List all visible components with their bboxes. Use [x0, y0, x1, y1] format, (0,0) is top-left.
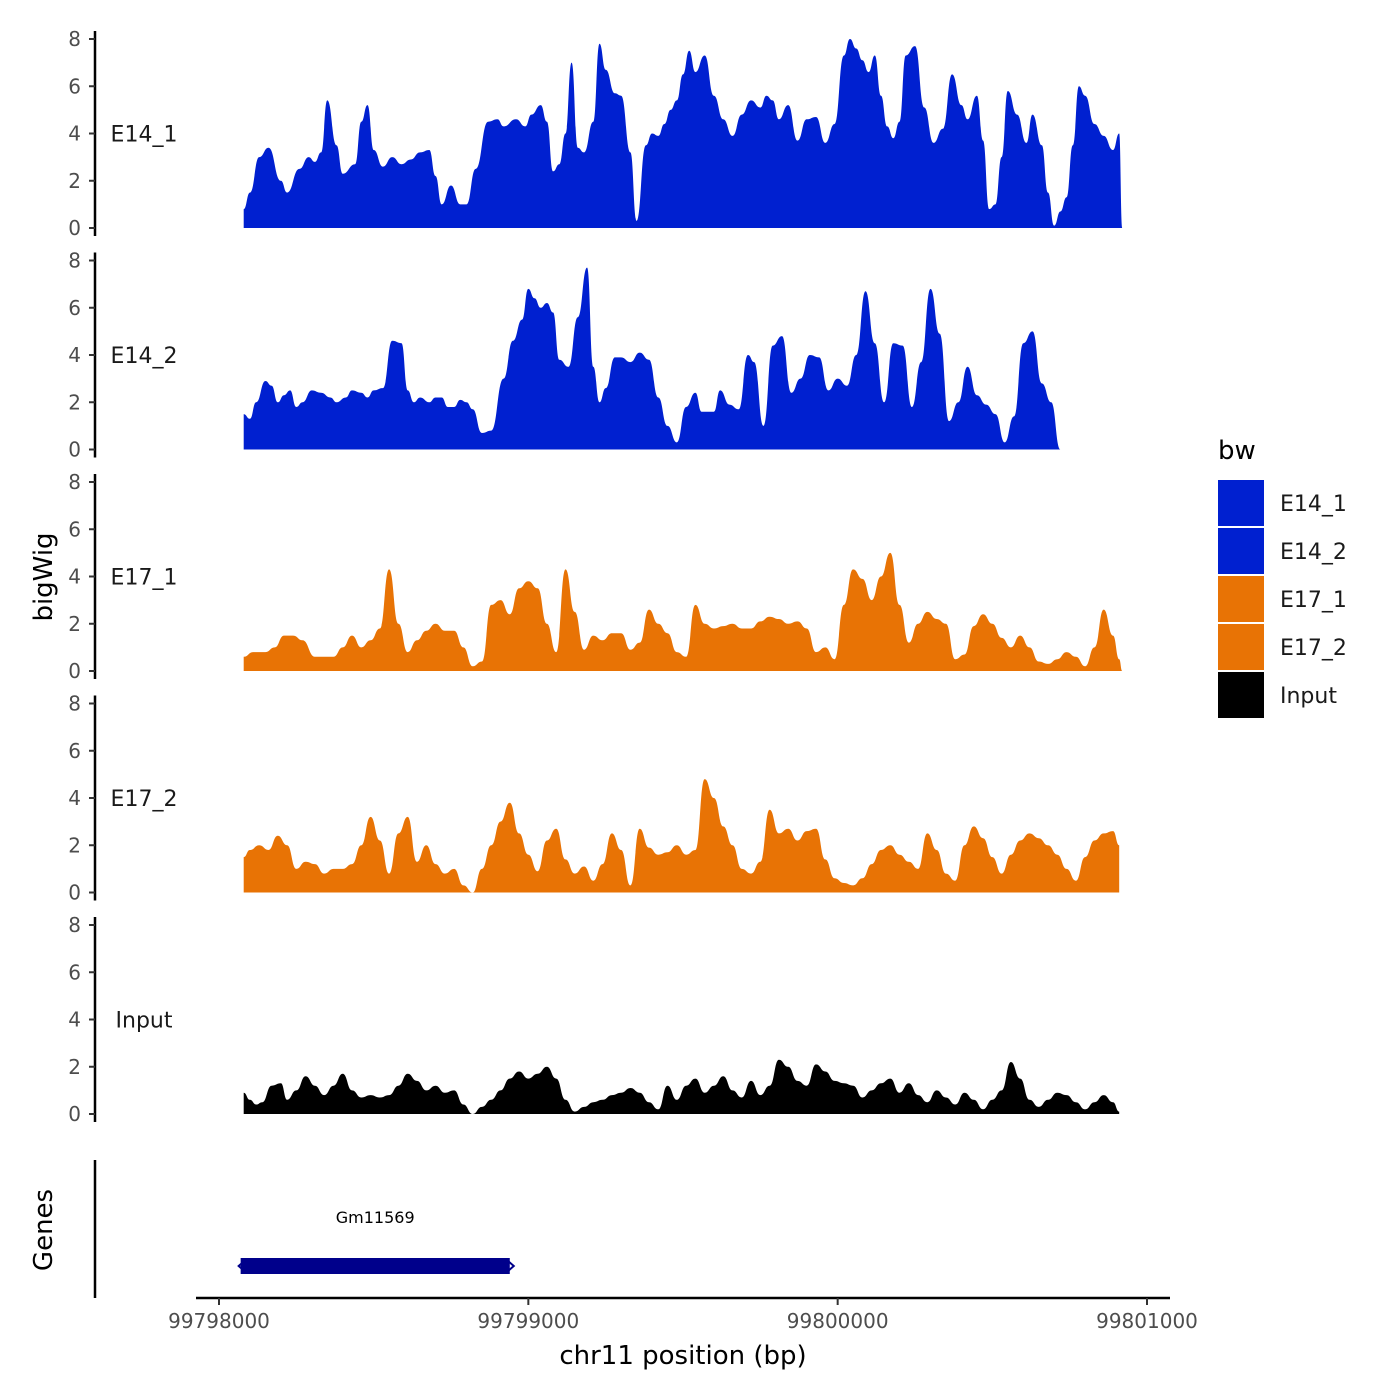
x-tick-label: 99798000 — [168, 1309, 270, 1333]
track-label: E14_2 — [111, 344, 178, 369]
y-tick-label: 0 — [68, 659, 81, 683]
strand-arrow-icon — [237, 1258, 248, 1274]
y-tick-label: 0 — [68, 438, 81, 462]
legend-swatch — [1218, 528, 1264, 574]
track-E17_1: 0 2 4 6 8 E17_1 — [68, 470, 1123, 683]
gene-label: Gm11569 — [336, 1208, 415, 1227]
track-E14_1: 0 2 4 6 8 E14_1 — [68, 27, 1123, 240]
y-tick-label: 2 — [68, 1055, 81, 1079]
y-tick-label: 6 — [68, 74, 81, 98]
signal-tracks: 0 2 4 6 8 E14_1 0 2 4 6 8 E14_2 0 2 4 6 8 E17_1 0 2 4 6 8 E17_2… — [68, 27, 1123, 1126]
y-tick-label: 6 — [68, 296, 81, 320]
legend-label: Input — [1280, 684, 1337, 709]
y-tick-label: 4 — [68, 122, 81, 146]
x-axis-title: chr11 position (bp) — [559, 1341, 806, 1371]
legend-label: E14_1 — [1280, 492, 1347, 517]
area-E17_2 — [243, 779, 1120, 893]
y-tick-label: 8 — [68, 913, 81, 937]
y-tick-label: 6 — [68, 960, 81, 984]
strand-arrow-icon — [505, 1258, 516, 1274]
y-tick-label: 4 — [68, 1008, 81, 1032]
area-Input — [243, 1059, 1120, 1114]
legend-label: E17_1 — [1280, 588, 1347, 613]
track-E17_2: 0 2 4 6 8 E17_2 — [68, 692, 1120, 905]
area-E17_1 — [243, 552, 1123, 671]
y-tick-label: 2 — [68, 169, 81, 193]
gene-track: Gm11569 — [93, 1160, 516, 1298]
y-tick-label: 4 — [68, 343, 81, 367]
y-tick-label: 2 — [68, 833, 81, 857]
y-tick-label: 8 — [68, 27, 81, 51]
y-tick-label: 2 — [68, 612, 81, 636]
y-tick-label: 8 — [68, 249, 81, 273]
track-label: E14_1 — [111, 123, 178, 148]
y-axis-title: bigWig — [29, 532, 59, 621]
y-tick-label: 0 — [68, 216, 81, 240]
y-tick-label: 0 — [68, 881, 81, 905]
legend-label: E17_2 — [1280, 636, 1347, 661]
x-tick-label: 99801000 — [1096, 1309, 1198, 1333]
legend-swatch — [1218, 576, 1264, 622]
track-label: Input — [116, 1009, 173, 1034]
track-label: E17_1 — [111, 566, 178, 591]
y-tick-label: 0 — [68, 1102, 81, 1126]
y-tick-label: 2 — [68, 390, 81, 414]
area-E14_2 — [243, 267, 1120, 450]
track-Input: 0 2 4 6 8 Input — [68, 913, 1120, 1126]
y-tick-label: 8 — [68, 692, 81, 716]
y-tick-label: 8 — [68, 470, 81, 494]
legend-swatch — [1218, 672, 1264, 718]
track-label: E17_2 — [111, 787, 178, 812]
gene-body — [240, 1258, 510, 1274]
genes-axis-title: Genes — [29, 1189, 59, 1271]
track-E14_2: 0 2 4 6 8 E14_2 — [68, 249, 1120, 462]
x-tick-label: 99799000 — [477, 1309, 579, 1333]
legend: bw E14_1 E14_2 E17_1 E17_2 Input — [1218, 436, 1347, 718]
legend-title: bw — [1218, 436, 1256, 466]
area-E14_1 — [243, 39, 1123, 228]
legend-swatch — [1218, 480, 1264, 526]
y-tick-label: 4 — [68, 786, 81, 810]
legend-label: E14_2 — [1280, 540, 1347, 565]
legend-swatch — [1218, 624, 1264, 670]
x-tick-label: 99800000 — [787, 1309, 889, 1333]
x-axis: 99798000 99799000 99800000 99801000 — [168, 1296, 1198, 1333]
y-tick-label: 6 — [68, 517, 81, 541]
y-tick-label: 4 — [68, 565, 81, 589]
y-tick-label: 6 — [68, 739, 81, 763]
